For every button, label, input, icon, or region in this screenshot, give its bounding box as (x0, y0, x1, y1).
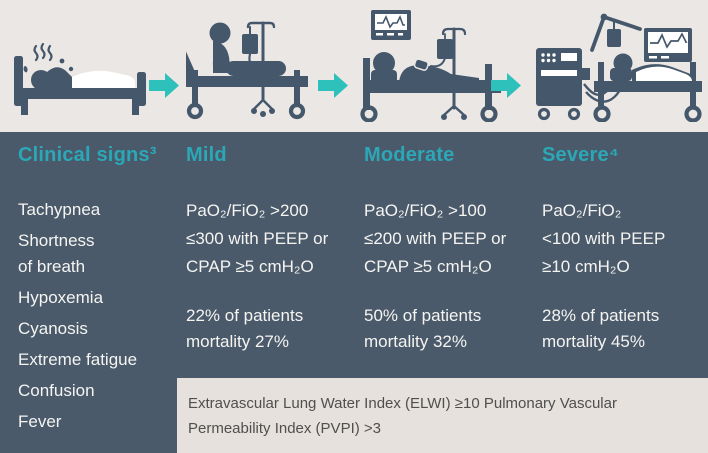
mild-header: Mild (186, 144, 227, 166)
patients-share-line: 50% of patients (364, 306, 482, 325)
clinical-signs-header: Clinical signs³ (18, 144, 157, 166)
clinical-sign-item: Hypoxemia (18, 288, 104, 307)
criteria-line: CPAP ≥5 cmH₂O (186, 257, 314, 276)
clinical-sign-item: Confusion (18, 381, 95, 400)
mortality-line: mortality 32% (364, 332, 467, 351)
criteria-line: PaO₂/FiO₂ (542, 201, 622, 220)
moderate-header: Moderate (364, 144, 455, 166)
clinical-sign-item: Extreme fatigue (18, 350, 138, 369)
icu-ventilator-bed-icon (536, 4, 704, 127)
criteria-line: ≥10 cmH₂O (542, 257, 630, 276)
flow-arrow-icon (491, 72, 521, 104)
patients-share-line: 28% of patients (542, 306, 660, 325)
criteria-line: <100 with PEEP (542, 229, 666, 248)
elwi-pvpi-note: Extravascular Lung Water Index (ELWI) ≥1… (177, 378, 708, 453)
severe-column: Severe⁴ PaO₂/FiO₂ <100 with PEEP ≥10 cmH… (542, 132, 704, 355)
illustration-strip (0, 0, 708, 132)
flow-arrow-icon (318, 72, 348, 104)
criteria-line: ≤300 with PEEP or (186, 229, 329, 248)
fever-patient-bed-icon (14, 42, 146, 123)
patients-share-line: 22% of patients (186, 306, 304, 325)
criteria-line: PaO₂/FiO₂ >100 (364, 201, 487, 220)
flow-arrow-icon (149, 72, 179, 104)
mortality-line: mortality 45% (542, 332, 645, 351)
mortality-line: mortality 27% (186, 332, 289, 351)
clinical-sign-item: Fever (18, 412, 62, 431)
clinical-sign-item: Cyanosis (18, 319, 88, 338)
mild-column: Mild PaO₂/FiO₂ >200 ≤300 with PEEP or CP… (186, 132, 358, 355)
criteria-line: CPAP ≥5 cmH₂O (364, 257, 492, 276)
patient-iv-bed-icon (169, 20, 312, 125)
severe-header: Severe⁴ (542, 144, 619, 166)
clinical-signs-list: Tachypnea Shortness of breath Hypoxemia … (18, 197, 178, 435)
patient-monitor-bed-icon (357, 8, 505, 127)
moderate-column: Moderate PaO₂/FiO₂ >100 ≤200 with PEEP o… (364, 132, 536, 355)
clinical-sign-item: Tachypnea (18, 200, 101, 219)
clinical-sign-item: Shortness of breath (18, 231, 95, 276)
clinical-signs-column: Clinical signs³ Tachypnea Shortness of b… (18, 132, 178, 440)
criteria-line: ≤200 with PEEP or (364, 229, 507, 248)
elwi-pvpi-note-text: Extravascular Lung Water Index (ELWI) ≥1… (188, 395, 617, 437)
criteria-line: PaO₂/FiO₂ >200 (186, 201, 309, 220)
